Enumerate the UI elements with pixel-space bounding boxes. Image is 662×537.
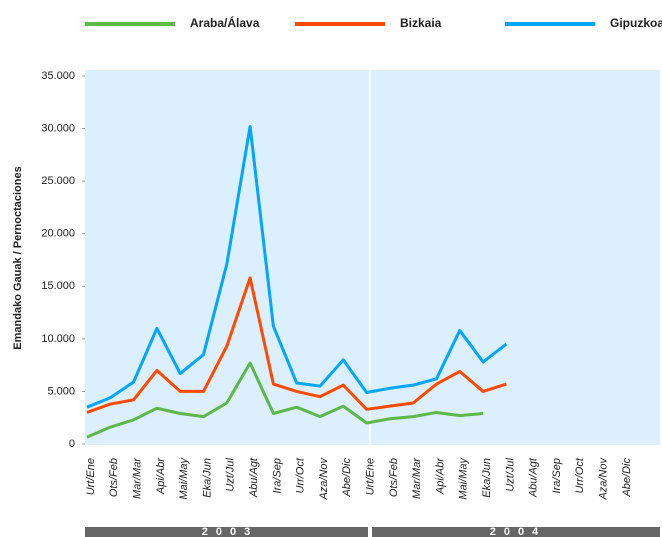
x-tick-label: Urr/Oct [574, 457, 586, 493]
legend-text: Gipuzkoa [610, 16, 662, 30]
y-tick-label: 10.000 [41, 333, 75, 345]
series-line [86, 124, 508, 409]
y-tick-label: 25.000 [41, 175, 75, 187]
y-tick-label: 15.000 [41, 280, 75, 292]
x-tick-label: Abe/Dic [621, 458, 633, 498]
x-tick-label: Ots/Feb [108, 458, 120, 497]
x-tick-label: Mai/May [178, 457, 190, 500]
y-axis-label: Emandako Gauak / Pernoctaciones [12, 166, 24, 349]
year-bar [85, 527, 368, 537]
x-tick-label: Api/Abr [434, 457, 446, 495]
y-tick-label: 0 [69, 438, 75, 450]
legend-text: Araba/Álava [190, 15, 260, 30]
x-tick-label: Urt/Ene [365, 458, 377, 495]
x-tick-label: Mar/Mar [411, 457, 423, 499]
y-tick-label: 35.000 [41, 70, 75, 82]
x-tick-label: Eka/Jun [481, 458, 493, 498]
series-line [86, 276, 507, 414]
x-tick-label: Abu/Agt [248, 457, 260, 498]
x-tick-label: Mar/Mar [132, 457, 144, 499]
x-tick-label: Aza/Nov [598, 457, 610, 501]
x-tick-label: Urr/Oct [295, 457, 307, 493]
x-tick-label: Uzt/Jul [225, 457, 237, 491]
x-tick-label: Abe/Dic [341, 458, 353, 498]
x-tick-label: Aza/Nov [318, 457, 330, 501]
year-bar [372, 527, 660, 537]
series-line [86, 361, 484, 439]
x-tick-label: Eka/Jun [201, 458, 213, 498]
x-tick-label: Uzt/Jul [504, 457, 516, 491]
y-tick-label: 20.000 [41, 228, 75, 240]
x-tick-label: Ira/Sep [551, 458, 563, 493]
x-tick-label: Abu/Agt [528, 457, 540, 498]
x-tick-label: Mai/May [458, 457, 470, 500]
x-tick-label: Ots/Feb [388, 458, 400, 497]
year-label: 2004 [490, 526, 546, 537]
legend-text: Bizkaia [400, 16, 442, 30]
x-tick-label: Api/Abr [155, 457, 167, 495]
y-tick-label: 30.000 [41, 122, 75, 134]
x-tick-label: Ira/Sep [271, 458, 283, 493]
x-tick-label: Urt/Ene [85, 458, 97, 495]
year-label: 2003 [202, 526, 258, 537]
plot-area [85, 70, 660, 445]
y-tick-label: 5.000 [47, 385, 75, 397]
